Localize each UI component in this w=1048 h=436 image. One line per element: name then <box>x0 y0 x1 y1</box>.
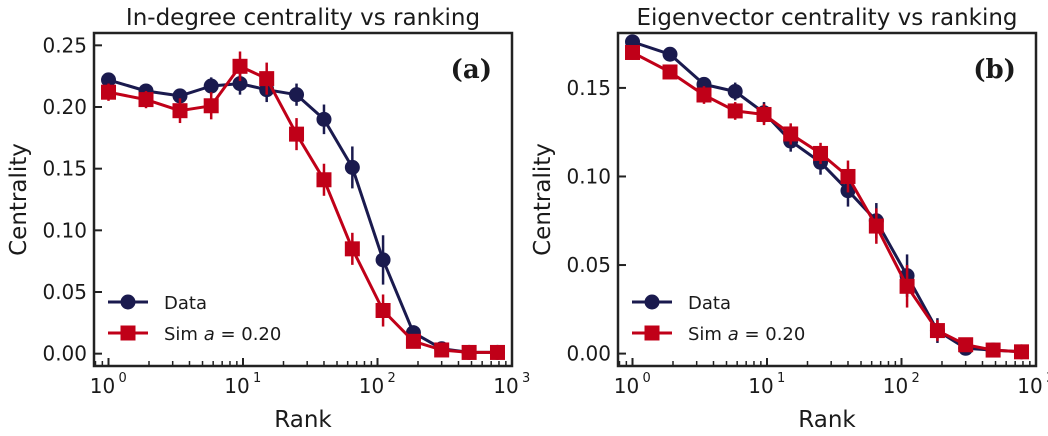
x-tick-exponent: 3 <box>1046 371 1048 386</box>
axes-frame <box>616 31 1038 368</box>
data-point <box>461 344 477 360</box>
chart-panel-b: Eigenvector centrality vs ranking 0.00 0.0… <box>530 5 1048 433</box>
y-tick-label: 0.05 <box>566 253 611 277</box>
data-point <box>172 103 188 119</box>
series-data <box>101 72 505 360</box>
chart-title: Eigenvector centrality vs ranking <box>636 5 1017 31</box>
x-tick-label: 10 <box>224 374 249 398</box>
x-axis-label: Rank <box>798 407 856 433</box>
data-point <box>929 323 945 339</box>
data-point <box>985 342 1001 358</box>
legend-label-data: Data <box>688 293 731 314</box>
panel-label: (b) <box>973 55 1016 85</box>
data-point <box>756 106 772 122</box>
legend-label-sim: Sim a = 0.20 <box>688 324 805 345</box>
data-point <box>727 103 743 119</box>
data-point <box>1013 344 1029 360</box>
legend-label-sim: Sim a = 0.20 <box>164 324 281 345</box>
data-point <box>259 71 275 87</box>
x-tick-label: 10 <box>359 374 384 398</box>
y-tick-label: 0.10 <box>566 164 611 188</box>
data-point <box>316 172 332 188</box>
y-axis-label: Centrality <box>530 143 556 256</box>
x-tick-exponent: 2 <box>388 371 396 386</box>
data-point <box>344 159 360 175</box>
x-tick-exponent: 2 <box>912 371 920 386</box>
data-point <box>375 252 391 268</box>
data-point <box>344 241 360 257</box>
x-tick-exponent: 1 <box>777 371 785 386</box>
y-tick-label: 0.15 <box>566 76 611 100</box>
x-tick-label: 10 <box>748 374 773 398</box>
x-tick-exponent: 0 <box>643 371 651 386</box>
data-point <box>232 76 248 92</box>
series-sim <box>625 44 1029 360</box>
data-point <box>696 87 712 103</box>
data-point <box>232 58 248 74</box>
y-axis-label: Centrality <box>6 143 32 256</box>
data-point <box>434 342 450 358</box>
chart-title: In-degree centrality vs ranking <box>126 5 480 31</box>
data-point <box>958 337 974 353</box>
data-point <box>375 303 391 318</box>
x-tick-label: 10 <box>614 374 639 398</box>
y-tick-label: 0.00 <box>42 342 87 366</box>
data-point <box>138 92 154 108</box>
data-point <box>625 44 641 60</box>
data-point <box>783 126 799 142</box>
series-sim <box>101 51 505 360</box>
panel-label: (a) <box>451 55 492 85</box>
y-tick-label: 0.00 <box>566 342 611 366</box>
x-axis-label: Rank <box>274 407 332 433</box>
data-point <box>727 83 743 99</box>
x-tick-label: 10 <box>1017 374 1042 398</box>
data-point <box>662 64 678 80</box>
legend: Data Sim a = 0.20 <box>108 293 281 345</box>
data-point <box>868 218 884 234</box>
data-point <box>662 46 678 62</box>
legend-marker-sim <box>644 325 660 341</box>
data-point <box>289 87 305 103</box>
data-point <box>172 88 188 104</box>
y-tick-label: 0.15 <box>42 157 87 181</box>
data-point <box>840 168 856 184</box>
legend-marker-data <box>644 294 660 310</box>
data-point <box>899 278 915 294</box>
y-tick-label: 0.25 <box>42 33 87 57</box>
x-tick-exponent: 0 <box>119 371 127 386</box>
legend-label-data: Data <box>164 293 207 314</box>
data-point <box>203 78 219 94</box>
data-point <box>813 145 829 161</box>
x-tick-label: 10 <box>883 374 908 398</box>
y-tick-label: 0.20 <box>42 95 87 119</box>
data-point <box>489 344 505 360</box>
x-tick-label: 10 <box>493 374 518 398</box>
data-point <box>101 84 117 100</box>
x-tick-exponent: 1 <box>253 371 261 386</box>
y-tick-label: 0.10 <box>42 218 87 242</box>
y-tick-label: 0.05 <box>42 280 87 304</box>
data-point <box>101 72 117 88</box>
axes-frame <box>92 31 514 368</box>
data-point <box>405 333 421 349</box>
chart-panel-a: In-degree centrality vs ranking 0.00 0.05 0… <box>6 5 530 433</box>
legend-marker-data <box>120 294 136 310</box>
data-point <box>316 111 332 127</box>
data-point <box>203 98 219 114</box>
x-tick-label: 10 <box>90 374 115 398</box>
legend: Data Sim a = 0.20 <box>632 293 805 345</box>
data-point <box>289 126 305 142</box>
legend-marker-sim <box>120 325 136 341</box>
x-tick-exponent: 3 <box>522 371 530 386</box>
